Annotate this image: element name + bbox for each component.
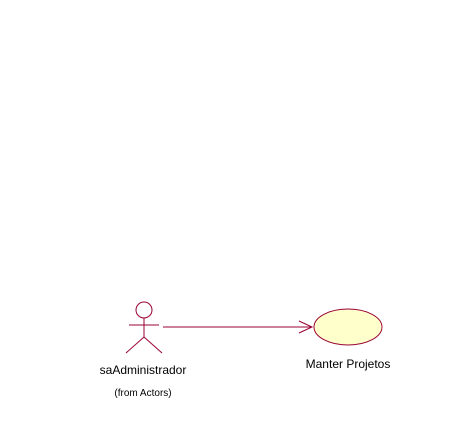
actor-head — [135, 301, 153, 319]
actor-origin-label: (from Actors) — [114, 388, 172, 399]
actor-name-label: saAdministrador — [99, 363, 187, 377]
actor-right-leg — [143, 336, 163, 354]
actor-stick-figure[interactable] — [125, 301, 163, 354]
actor-left-leg — [125, 336, 145, 354]
use-case-ellipse[interactable] — [313, 308, 383, 346]
association-arrow[interactable] — [163, 320, 314, 334]
use-case-name-label: Manter Projetos — [305, 357, 391, 371]
association-arrowhead — [298, 320, 314, 334]
